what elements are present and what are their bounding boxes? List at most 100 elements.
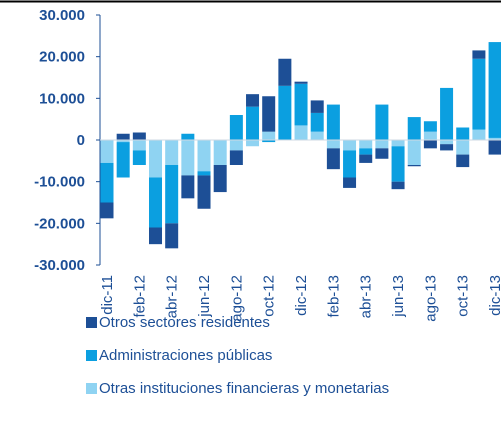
y-tick-label: 20.000 bbox=[39, 49, 85, 66]
legend-swatch bbox=[86, 317, 97, 328]
y-tick-label: -10.000 bbox=[34, 174, 85, 191]
bar bbox=[213, 140, 227, 165]
y-tick-label: 0 bbox=[77, 132, 85, 149]
bar bbox=[423, 131, 437, 140]
bar bbox=[278, 58, 292, 86]
x-tick-label: ago-13 bbox=[422, 275, 439, 322]
bar bbox=[132, 150, 146, 165]
bar bbox=[359, 154, 373, 163]
x-tick-label: jun-12 bbox=[196, 275, 213, 318]
bar bbox=[181, 175, 195, 199]
bar bbox=[326, 140, 340, 149]
bar bbox=[326, 104, 340, 140]
bar bbox=[262, 140, 276, 143]
bar bbox=[407, 165, 421, 167]
bar bbox=[343, 177, 357, 188]
bar bbox=[100, 162, 114, 203]
x-tick-label: dic-12 bbox=[293, 275, 310, 316]
bar bbox=[359, 148, 373, 155]
bar bbox=[456, 154, 470, 168]
bar bbox=[149, 227, 163, 245]
bar bbox=[326, 148, 340, 170]
bar bbox=[440, 87, 454, 140]
bar bbox=[440, 140, 454, 145]
bar bbox=[262, 131, 276, 140]
x-tick-label: oct-12 bbox=[261, 275, 278, 317]
bar bbox=[229, 115, 243, 140]
bar bbox=[472, 50, 486, 59]
bar bbox=[456, 127, 470, 140]
bar bbox=[181, 140, 195, 176]
bar bbox=[229, 150, 243, 165]
y-tick-label: 30.000 bbox=[39, 7, 85, 24]
bar bbox=[246, 94, 260, 107]
y-tick-label: -20.000 bbox=[34, 215, 85, 232]
bar bbox=[375, 140, 389, 149]
bar bbox=[310, 112, 324, 132]
bar bbox=[310, 131, 324, 140]
bar bbox=[407, 140, 421, 165]
bar bbox=[246, 106, 260, 140]
bar bbox=[375, 104, 389, 140]
legend-swatch bbox=[86, 350, 97, 361]
bar bbox=[343, 140, 357, 151]
bar bbox=[149, 140, 163, 178]
bar bbox=[391, 140, 405, 147]
bar bbox=[197, 175, 211, 209]
bar bbox=[229, 140, 243, 151]
bar bbox=[391, 181, 405, 190]
x-tick-label: ago-12 bbox=[228, 275, 245, 322]
bar bbox=[246, 140, 260, 147]
bar bbox=[165, 165, 179, 224]
bar bbox=[440, 144, 454, 151]
x-tick-label: jun-13 bbox=[390, 275, 407, 318]
y-tick-label: 10.000 bbox=[39, 90, 85, 107]
bar bbox=[100, 202, 114, 219]
bar bbox=[310, 100, 324, 113]
bar bbox=[391, 146, 405, 182]
bar bbox=[132, 132, 146, 140]
bar bbox=[456, 140, 470, 155]
bar bbox=[132, 140, 146, 151]
bar bbox=[359, 140, 373, 149]
x-tick-label: dic-11 bbox=[99, 275, 116, 315]
bar bbox=[213, 165, 227, 193]
bar bbox=[294, 83, 308, 126]
legend-label: Administraciones públicas bbox=[99, 347, 272, 364]
x-tick-label: feb-12 bbox=[131, 275, 148, 318]
bar bbox=[197, 171, 211, 176]
bar bbox=[488, 42, 501, 138]
legend-swatch bbox=[86, 383, 97, 394]
x-tick-label: dic-13 bbox=[487, 275, 501, 316]
bar bbox=[262, 96, 276, 132]
x-tick-label: abr-12 bbox=[164, 275, 181, 318]
bar bbox=[116, 140, 130, 143]
bar bbox=[100, 140, 114, 163]
bar bbox=[116, 133, 130, 140]
y-tick-label: -30.000 bbox=[34, 257, 85, 274]
bar bbox=[294, 125, 308, 140]
bar bbox=[423, 140, 437, 149]
bar bbox=[181, 133, 195, 140]
x-tick-label: feb-13 bbox=[325, 275, 342, 318]
x-tick-label: oct-13 bbox=[455, 275, 472, 317]
bar bbox=[278, 85, 292, 140]
x-tick-label: abr-13 bbox=[358, 275, 375, 318]
bar bbox=[472, 129, 486, 140]
bar bbox=[294, 81, 308, 84]
bar bbox=[165, 223, 179, 249]
bar bbox=[375, 148, 389, 159]
bar bbox=[488, 140, 501, 155]
bar bbox=[407, 117, 421, 140]
bar bbox=[116, 142, 130, 178]
bar bbox=[165, 140, 179, 165]
bar bbox=[197, 140, 211, 172]
bar bbox=[149, 177, 163, 228]
bar bbox=[343, 150, 357, 178]
legend-label: Otras instituciones financieras y moneta… bbox=[99, 380, 389, 397]
bar bbox=[488, 137, 501, 140]
bar bbox=[472, 58, 486, 130]
legend-label: Otros sectores residentes bbox=[99, 314, 270, 331]
bar bbox=[423, 121, 437, 132]
